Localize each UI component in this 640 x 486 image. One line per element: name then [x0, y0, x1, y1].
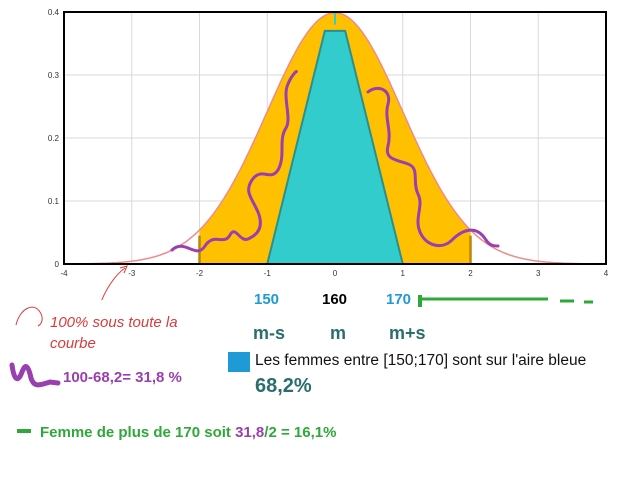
label-160: 160	[322, 291, 348, 308]
green-note-suffix: /2 = 16,1%	[264, 424, 337, 441]
label-170: 170	[386, 291, 412, 308]
label-m: m	[330, 323, 347, 343]
complement-note: 100-68,2= 31,8 %	[63, 369, 182, 386]
axes	[63, 11, 607, 265]
normal-distribution-chart: -4 -3 -2 -1 0 1 2 3 4 0 0.1 0.2 0.3 0.4	[48, 8, 609, 300]
x-tick-label: 1	[401, 269, 406, 278]
x-tick-label: -4	[60, 269, 68, 278]
x-tick-label: -2	[196, 269, 204, 278]
purple-squiggle	[9, 362, 61, 388]
y-tick-label: 0.3	[48, 71, 60, 80]
red-arrow-line	[101, 267, 126, 300]
full-area-note-line1: 100% sous toute la	[50, 314, 178, 331]
green-note: Femme de plus de 170 soit 31,8/2 = 16,1%	[40, 424, 336, 441]
blue-area-sentence: Les femmes entre [150;170] sont sur l'ai…	[255, 352, 587, 369]
full-area-note: 100% sous toute la courbe	[50, 312, 178, 354]
y-tick-label: 0.2	[48, 134, 60, 143]
red-arrow-head	[119, 265, 128, 274]
hand-strokes-lower	[9, 295, 593, 433]
purple-squiggle-left	[170, 70, 298, 253]
x-tick-label: 4	[604, 269, 609, 278]
tick-labels: -4 -3 -2 -1 0 1 2 3 4 0 0.1 0.2 0.3 0.4	[48, 8, 609, 278]
x-tick-label: -1	[264, 269, 272, 278]
hand-annotations	[101, 70, 500, 300]
x-tick-label: 3	[536, 269, 541, 278]
green-note-prefix: Femme de plus de 170 soit	[40, 424, 236, 441]
x-tick-label: 0	[333, 269, 338, 278]
purple-squiggle-right	[366, 87, 500, 248]
y-tick-label: 0.4	[48, 8, 60, 17]
label-150: 150	[254, 291, 280, 308]
full-area-note-line2: courbe	[50, 335, 96, 352]
green-note-value: 31,8	[235, 424, 265, 441]
red-squiggle	[15, 306, 43, 327]
plot-frame	[63, 11, 607, 265]
blue-area-legend-square	[228, 352, 250, 372]
label-m-plus-s: m+s	[389, 323, 426, 343]
x-tick-label: 2	[468, 269, 473, 278]
y-tick-label: 0.1	[48, 197, 60, 206]
y-tick-label: 0	[55, 260, 60, 269]
blue-area-percent: 68,2%	[255, 375, 312, 397]
label-m-minus-s: m-s	[253, 323, 286, 343]
x-tick-label: -3	[128, 269, 136, 278]
